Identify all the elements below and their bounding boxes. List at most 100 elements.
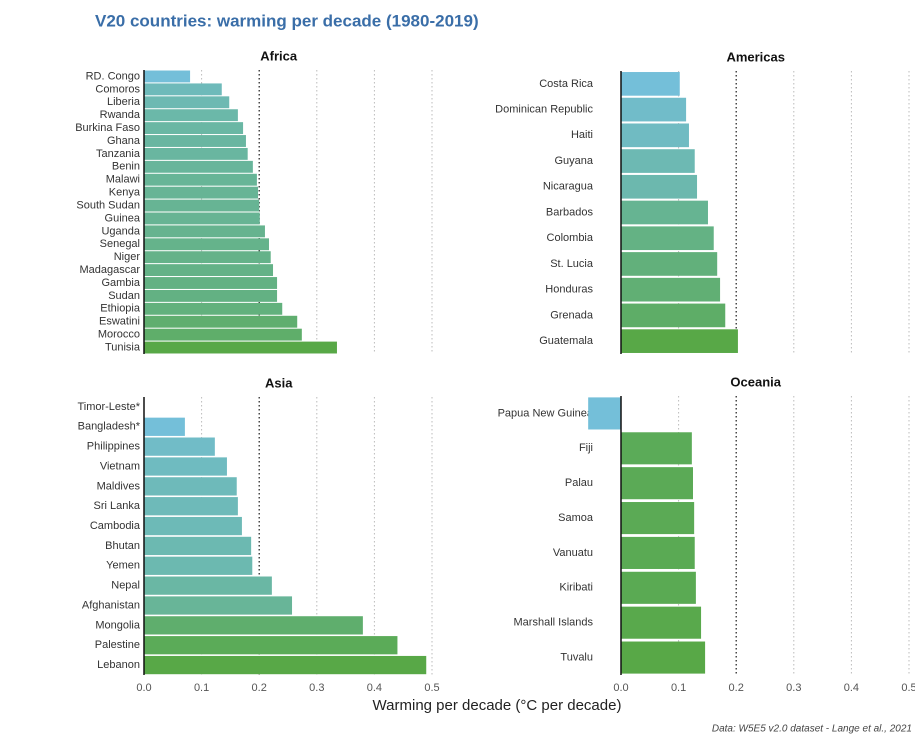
bar bbox=[144, 417, 185, 436]
bar bbox=[144, 277, 278, 289]
y-tick-label: Rwanda bbox=[100, 109, 141, 121]
y-tick-label: Benin bbox=[112, 161, 140, 173]
x-tick-label: 0.2 bbox=[729, 682, 744, 694]
bar bbox=[144, 556, 253, 575]
bar bbox=[621, 97, 687, 122]
y-tick-label: Uganda bbox=[101, 225, 140, 237]
y-tick-label: Comoros bbox=[95, 83, 140, 95]
x-axis-label: Warming per decade (°C per decade) bbox=[373, 697, 622, 714]
x-tick-label: 0.5 bbox=[901, 682, 915, 694]
bar bbox=[144, 135, 246, 147]
y-tick-label: Sri Lanka bbox=[94, 500, 141, 512]
bar bbox=[144, 122, 244, 135]
y-tick-label: Palau bbox=[565, 477, 593, 489]
y-tick-label: Nicaragua bbox=[543, 181, 594, 193]
y-tick-label: Lebanon bbox=[97, 659, 140, 671]
x-tick-label: 0.4 bbox=[367, 682, 382, 694]
bar bbox=[621, 303, 726, 328]
y-tick-label: Tuvalu bbox=[560, 651, 593, 663]
bar bbox=[144, 199, 260, 212]
x-tick-label: 0.0 bbox=[136, 682, 151, 694]
bar bbox=[621, 200, 708, 225]
y-tick-label: Morocco bbox=[98, 329, 140, 341]
bar bbox=[144, 238, 269, 251]
y-tick-label: Haiti bbox=[571, 129, 593, 141]
bar bbox=[144, 251, 271, 264]
y-tick-label: Palestine bbox=[95, 639, 140, 651]
bar bbox=[144, 576, 272, 595]
y-tick-label: Guyana bbox=[554, 155, 593, 167]
y-tick-label: Guatemala bbox=[539, 335, 594, 347]
y-tick-label: Samoa bbox=[558, 512, 594, 524]
y-tick-label: Yemen bbox=[106, 560, 140, 572]
bar bbox=[621, 536, 695, 569]
bar bbox=[144, 186, 259, 199]
y-tick-label: Dominican Republic bbox=[495, 103, 593, 115]
bar bbox=[144, 497, 238, 516]
bar bbox=[144, 457, 227, 476]
bar bbox=[144, 596, 293, 615]
bar bbox=[588, 397, 621, 430]
bar bbox=[144, 147, 248, 160]
bar bbox=[144, 173, 257, 186]
bar bbox=[144, 616, 363, 635]
y-tick-label: Tunisia bbox=[105, 341, 141, 353]
bar bbox=[144, 536, 252, 556]
y-tick-label: Ethiopia bbox=[100, 303, 141, 315]
bar bbox=[144, 109, 238, 122]
y-tick-label: RD. Congo bbox=[86, 70, 140, 82]
bar bbox=[144, 516, 242, 536]
bar bbox=[621, 502, 695, 535]
y-tick-label: Bangladesh* bbox=[78, 421, 141, 433]
bar bbox=[621, 329, 738, 353]
y-tick-label: Tanzania bbox=[96, 148, 141, 160]
panel-title: Oceania bbox=[730, 374, 781, 389]
bar bbox=[144, 315, 298, 328]
y-tick-label: Guinea bbox=[105, 212, 141, 224]
bar bbox=[144, 341, 337, 354]
y-tick-label: Cambodia bbox=[90, 520, 141, 532]
bar bbox=[144, 655, 427, 675]
bar bbox=[621, 149, 695, 173]
bar bbox=[621, 641, 706, 674]
bar bbox=[144, 96, 230, 109]
y-tick-label: Grenada bbox=[550, 309, 594, 321]
x-tick-label: 0.5 bbox=[424, 682, 439, 694]
y-tick-label: Senegal bbox=[100, 238, 140, 250]
y-tick-label: Burkina Faso bbox=[75, 122, 140, 134]
x-tick-label: 0.0 bbox=[613, 682, 628, 694]
y-tick-label: Niger bbox=[114, 251, 141, 263]
bar bbox=[621, 571, 696, 604]
y-tick-label: Vanuatu bbox=[553, 547, 593, 559]
bar bbox=[621, 432, 692, 465]
y-tick-label: Barbados bbox=[546, 206, 594, 218]
y-tick-label: Afghanistan bbox=[82, 599, 140, 611]
caption: Data: W5E5 v2.0 dataset - Lange et al., … bbox=[712, 724, 912, 735]
y-tick-label: Marshall Islands bbox=[514, 617, 594, 629]
y-tick-label: Ghana bbox=[107, 135, 141, 147]
panel-title: Africa bbox=[260, 48, 298, 63]
y-tick-label: Honduras bbox=[545, 284, 593, 296]
y-tick-label: Eswatini bbox=[99, 316, 140, 328]
x-tick-label: 0.2 bbox=[252, 682, 267, 694]
x-tick-label: 0.1 bbox=[671, 682, 686, 694]
y-tick-label: St. Lucia bbox=[550, 258, 594, 270]
y-tick-label: Gambia bbox=[101, 277, 140, 289]
bar bbox=[144, 160, 253, 173]
bar bbox=[144, 477, 237, 496]
y-tick-label: Philippines bbox=[87, 441, 141, 453]
bar bbox=[144, 212, 260, 225]
x-tick-label: 0.3 bbox=[309, 682, 324, 694]
bar bbox=[144, 328, 302, 341]
bar bbox=[621, 226, 714, 251]
y-tick-label: Timor-Leste* bbox=[77, 401, 140, 413]
bar bbox=[621, 467, 693, 500]
bar bbox=[144, 264, 274, 277]
y-tick-label: Fiji bbox=[579, 442, 593, 454]
y-tick-label: Madagascar bbox=[79, 264, 140, 276]
y-tick-label: Papua New Guinea bbox=[498, 407, 594, 419]
chart-title: V20 countries: warming per decade (1980-… bbox=[95, 11, 479, 30]
y-tick-label: Vietnam bbox=[100, 460, 140, 472]
y-tick-label: Colombia bbox=[547, 232, 594, 244]
